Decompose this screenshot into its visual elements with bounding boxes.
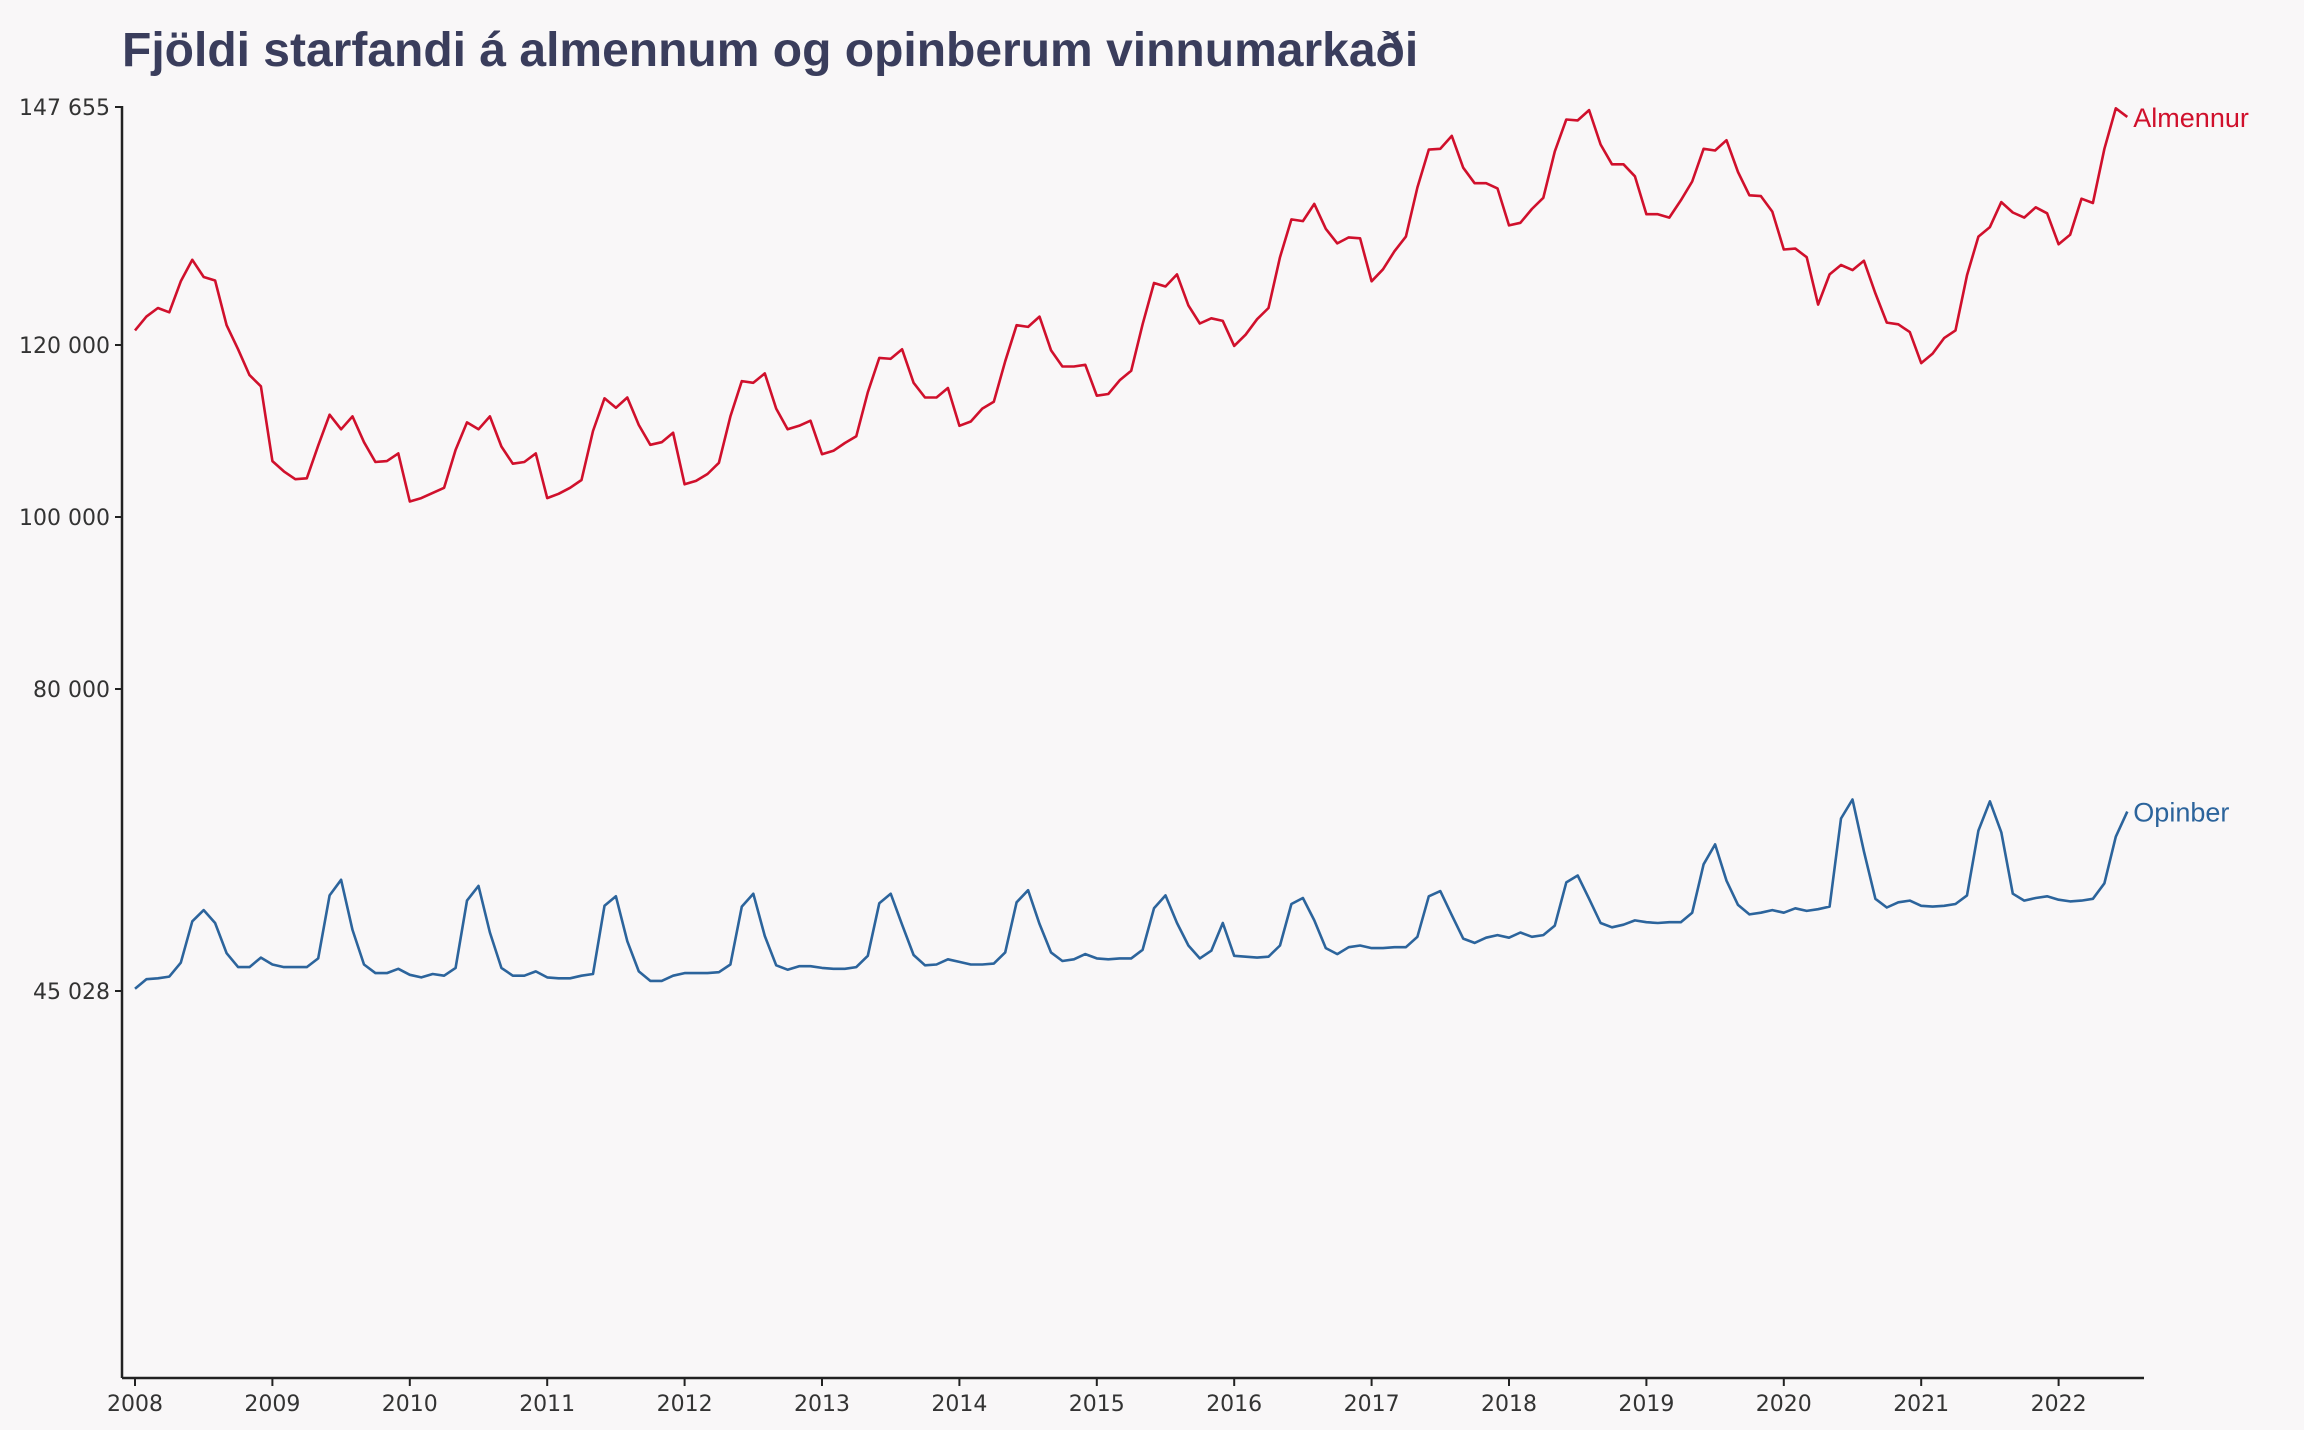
series-label-almennur: Almennur [2133,103,2249,133]
y-tick-label: 80 000 [33,678,110,703]
x-tick-label: 2021 [1893,1392,1949,1417]
x-tick-label: 2014 [931,1392,987,1417]
x-tick-label: 2010 [382,1392,438,1417]
x-tick-label: 2022 [2031,1392,2087,1417]
x-tick-label: 2018 [1481,1392,1537,1417]
chart-title: Fjöldi starfandi á almennum og opinberum… [122,24,1418,77]
y-tick-label: 120 000 [19,334,110,359]
x-tick-label: 2020 [1756,1392,1812,1417]
x-tick-label: 2008 [107,1392,163,1417]
y-tick-label: 100 000 [19,506,110,531]
series-lines [133,107,2129,990]
x-tick-label: 2016 [1206,1392,1262,1417]
series-label-opinber: Opinber [2133,798,2229,828]
series-labels: Almennur Opinber [2133,103,2249,828]
x-tick-label: 2013 [794,1392,850,1417]
x-tick-label: 2009 [244,1392,300,1417]
x-tick-label: 2012 [657,1392,713,1417]
x-tick-label: 2011 [519,1392,575,1417]
y-axis-ticks: 45 028 80 000 100 000 120 000 147 655 [19,96,122,1005]
x-tick-label: 2017 [1344,1392,1400,1417]
series-line-almennur [133,107,2129,503]
x-tick-label: 2015 [1069,1392,1125,1417]
y-tick-label: 45 028 [33,980,110,1005]
x-tick-label: 2019 [1618,1392,1674,1417]
y-tick-label: 147 655 [19,96,110,121]
x-axis-ticks: 2008 2009 2010 2011 2012 2013 2014 2015 2016 2017… [107,1378,2087,1417]
series-line-opinber [134,798,2129,990]
